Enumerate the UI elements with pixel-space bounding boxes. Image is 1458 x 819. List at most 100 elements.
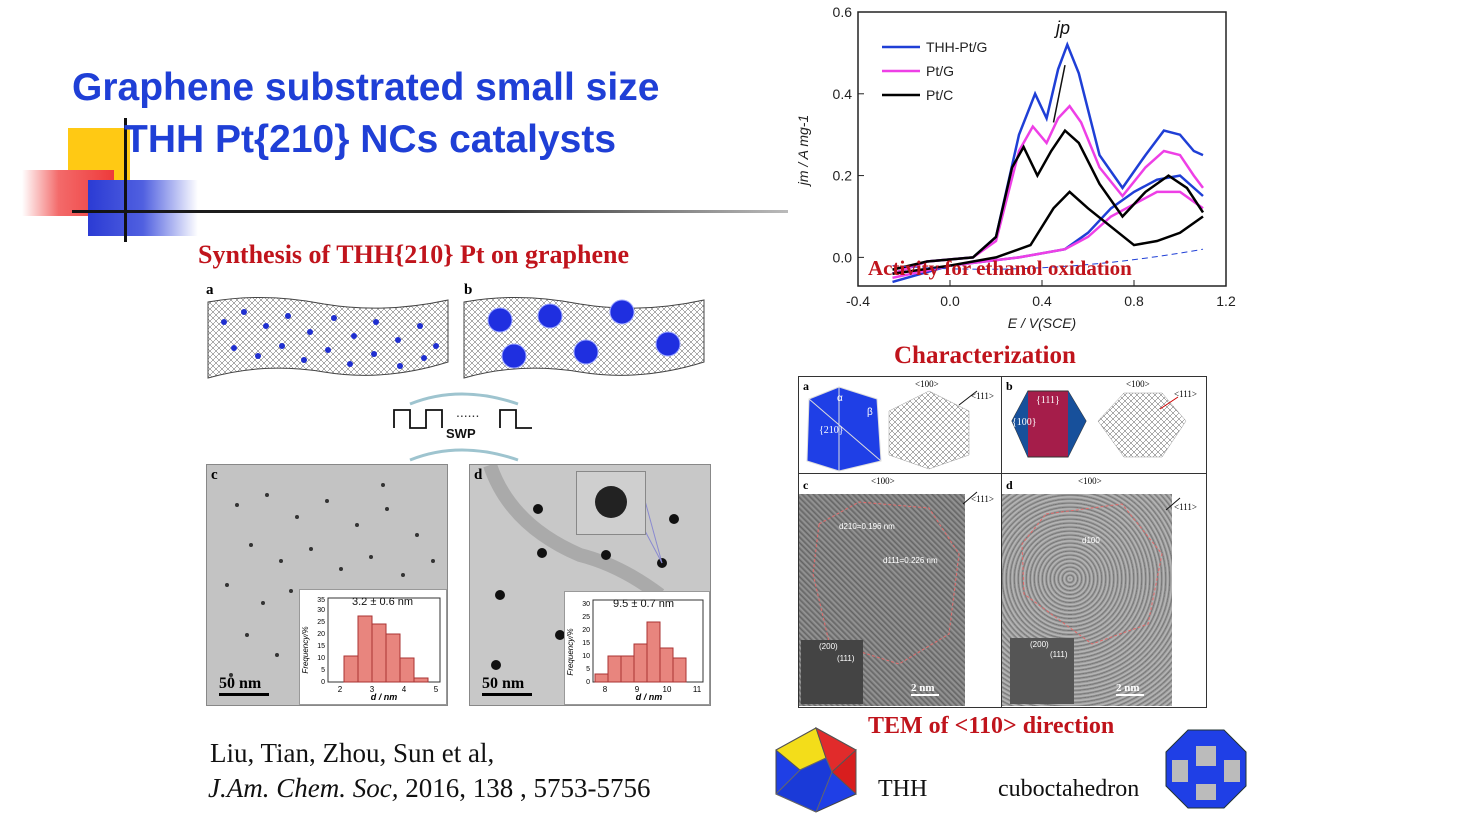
beta-label: β	[867, 407, 873, 418]
histogram-d-xtick-1: 9	[635, 685, 640, 694]
panel-label-a: a	[206, 282, 214, 298]
histogram-d-ytick-0: 0	[586, 679, 590, 686]
scale-bar-c-line	[219, 693, 269, 696]
char-label-b: b	[1006, 379, 1013, 393]
histogram-c: Frequency/% d / nm 2 3 4 5 0 5 10 15 20 …	[299, 589, 447, 705]
d111-label: d111=0.226 nm	[883, 556, 938, 565]
title-line-1: Graphene substrated small size	[72, 66, 660, 109]
char-panel-a: a {210} α β <100> <111>	[799, 377, 1002, 474]
deco-horizontal-line	[72, 210, 788, 213]
legend-ptg: Pt/G	[926, 63, 954, 79]
histogram-c-xtick-1: 3	[370, 685, 375, 694]
thh-polyhedron-icon	[775, 726, 857, 813]
fft-200-c: (200)	[819, 642, 838, 651]
cv-xlabel: E / V(SCE)	[1008, 315, 1076, 331]
scale-bar-c: 50 nm	[219, 675, 269, 696]
cv-series-backward-1	[892, 190, 1204, 280]
histogram-c-ytick-6: 30	[317, 607, 325, 614]
slide-title: Graphene substrated small size THH Pt{21…	[72, 62, 659, 166]
scale-bar-c-text: 50 nm	[219, 675, 262, 692]
citation-journal: J.Am. Chem. Soc,	[208, 773, 399, 803]
fft-200-d: (200)	[1030, 640, 1049, 649]
shape-cubo-label: cuboctahedron	[998, 776, 1140, 802]
graphene-panel-b: b	[460, 282, 706, 390]
cv-chart-svg: -0.4 0.0 0.4 0.8 1.2 0.0 0.2 0.4 0.6 THH-Pt/G Pt…	[795, 4, 1236, 331]
cv-xtick-label: 1.2	[1216, 293, 1236, 309]
scale-bar-char-d: 2 nm	[1116, 682, 1144, 696]
thh-model-and-lattice	[806, 386, 978, 472]
citation-authors: Liu, Tian, Zhou, Sun et al,	[210, 738, 495, 768]
histogram-c-ylabel: Frequency/%	[301, 626, 310, 673]
dir-111-b: <111>	[1174, 389, 1197, 399]
tem-panel-c: c 50 nm Frequency/% d / nm 2 3 4 5 0 5 1…	[206, 464, 448, 706]
characterization-heading: Characterization	[894, 342, 1076, 369]
scale-bar-d: 50 nm	[482, 675, 532, 696]
fft-111-d: (111)	[1050, 650, 1068, 659]
histogram-d-ytick-6: 30	[582, 601, 590, 608]
histogram-c-ytick-1: 5	[321, 667, 325, 674]
histogram-d: Frequency/% d / nm 8 9 10 11 0 5 10 15 2…	[564, 591, 710, 705]
histogram-c-ytick-7: 35	[317, 597, 325, 604]
graphene-sheet-large-particles	[463, 296, 705, 379]
cv-chart: -0.4 0.0 0.4 0.8 1.2 0.0 0.2 0.4 0.6 THH-Pt/G Pt…	[780, 0, 1240, 340]
scale-bar-char-d-line	[1116, 694, 1144, 696]
cv-ytick-label: 0.4	[833, 86, 853, 102]
histogram-c-ytick-3: 15	[317, 643, 325, 650]
histogram-c-xtick-3: 5	[434, 685, 439, 694]
histogram-d-ytick-1: 5	[586, 666, 590, 673]
dir-111-c: <111>	[971, 494, 994, 504]
dir-100-b: <100>	[1126, 379, 1150, 389]
swp-dots: ......	[456, 404, 480, 420]
panel-label-b: b	[464, 282, 473, 298]
histogram-d-ytick-2: 10	[582, 653, 590, 660]
tem-direction-heading: TEM of <110> direction	[868, 713, 1115, 739]
histogram-c-ytick-4: 20	[317, 631, 325, 638]
histogram-d-plot: Frequency/% d / nm 8 9 10 11 0 5 10 15 2…	[566, 599, 704, 702]
citation-volume: 2016, 138 , 5753-5756	[398, 773, 651, 803]
fft-111-c: (111)	[837, 654, 855, 663]
scale-bar-char-c: 2 nm	[911, 682, 939, 696]
jp-annotation: jp	[1053, 18, 1070, 38]
swp-label: SWP	[446, 426, 476, 441]
particle-inset	[576, 471, 646, 535]
tem-particles-d	[483, 465, 679, 670]
fft-inset-c: (200) (111)	[801, 640, 863, 704]
cv-xtick-label: 0.8	[1124, 293, 1144, 309]
histogram-c-label: 3.2 ± 0.6 nm	[352, 596, 414, 608]
d210-label: d210=0.196 nm	[839, 522, 895, 531]
histogram-c-plot: Frequency/% d / nm 2 3 4 5 0 5 10 15 20 …	[301, 597, 441, 702]
scale-bar-char-c-text: 2 nm	[911, 682, 935, 694]
legend-ptc: Pt/C	[926, 87, 953, 103]
dir-111-d: <111>	[1174, 502, 1197, 512]
cv-xtick-label: 0.4	[1032, 293, 1052, 309]
graphene-panel-a: a	[204, 282, 450, 390]
deco-blue-gradient	[88, 180, 198, 236]
particle-inset-dot	[595, 486, 627, 518]
scale-bar-char-d-text: 2 nm	[1116, 682, 1140, 694]
title-line-2: THH Pt{210} NCs catalysts	[124, 118, 617, 161]
dir-100-d: <100>	[1078, 476, 1102, 486]
deco-vertical-line	[124, 118, 127, 242]
graphene-sheet-small-particles	[207, 296, 449, 379]
characterization-figure: a {210} α β <100> <111> b {111} {100} <1…	[798, 376, 1207, 708]
cubo-3d-model	[1162, 726, 1250, 812]
histogram-c-ytick-2: 10	[317, 655, 325, 662]
swp-waveform: ...... SWP	[390, 390, 540, 466]
dir-100-c: <100>	[871, 476, 895, 486]
histogram-c-ytick-0: 0	[321, 679, 325, 686]
d100-label: d100	[1082, 536, 1100, 545]
cv-series-forward-2	[892, 128, 1205, 271]
cv-ylabel: jm / A mg-1	[795, 115, 811, 188]
face-111-label: {111}	[1036, 395, 1060, 406]
tem-panel-d: d 50 nm Frequency/% d / nm 8 9 10 11 0 5…	[469, 464, 711, 706]
cv-xtick-label: -0.4	[846, 293, 870, 309]
histogram-d-xtick-0: 8	[603, 685, 608, 694]
cv-plot-frame	[857, 11, 1227, 287]
histogram-d-xtick-3: 11	[693, 685, 702, 694]
dir-111-a: <111>	[971, 391, 994, 401]
char-panel-d: d <100> <111> d100 (200) (111) 2 nm	[1002, 474, 1206, 707]
legend-thh: THH-Pt/G	[926, 39, 987, 55]
thh-3d-model	[770, 724, 862, 814]
histogram-d-ytick-4: 20	[582, 627, 590, 634]
hrtem-d-outline	[1021, 497, 1181, 645]
